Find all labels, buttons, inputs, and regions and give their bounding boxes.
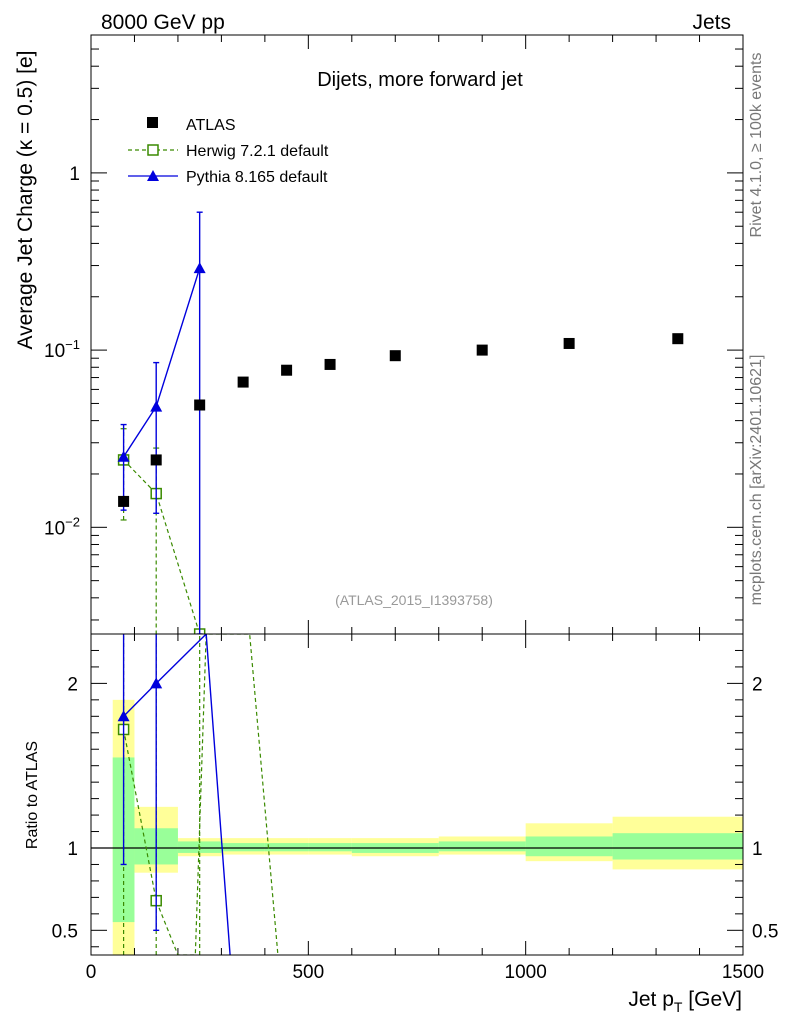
ratio-tick-label-right: 1 [752, 839, 763, 860]
x-tick-label: 0 [86, 962, 97, 983]
ratio-tick-label-right: 2 [752, 674, 763, 695]
pythia-ratio-point [150, 677, 163, 689]
ratio-inner-band [438, 841, 526, 852]
ratio-inner-band [308, 843, 352, 852]
ratio-inner-band [525, 836, 613, 857]
ratio-inner-band [221, 843, 265, 852]
header-observable: Jets [692, 11, 731, 34]
ratio-panel-frame [90, 633, 744, 956]
atlas-point [281, 364, 293, 376]
atlas-point [389, 350, 401, 362]
mcplots-source-label: mcplots.cern.ch [arXiv:2401.10621] [748, 355, 765, 606]
atlas-point [118, 495, 130, 507]
x-tick-label: 500 [292, 962, 324, 983]
pythia-point [150, 400, 163, 412]
atlas-point [324, 358, 336, 370]
atlas-point [237, 376, 249, 388]
x-axis-label: Jet pT [GeV] [628, 988, 742, 1015]
tick-labels: 0 500 1000 1500 10−2 10−1 1 0.5 0.5 1 1 2 2 [44, 164, 778, 983]
legend-marker-pythia [147, 170, 159, 181]
legend-marker-atlas [147, 117, 158, 128]
pythia-ratio-line [123, 634, 231, 955]
atlas-point [194, 399, 206, 411]
legend-marker-herwig [147, 144, 159, 156]
ratio-inner-band [264, 843, 309, 852]
pythia-point [193, 262, 206, 274]
ratio-tick-label: 2 [67, 674, 78, 695]
y-tick-label: 10−1 [44, 337, 80, 362]
atlas-point [563, 337, 575, 349]
legend-label-pythia: Pythia 8.165 default [186, 169, 328, 186]
ratio-panel-series [91, 634, 743, 955]
header-energy: 8000 GeV pp [101, 11, 225, 34]
ratio-tick-label-right: 0.5 [752, 921, 778, 942]
atlas-point [150, 454, 162, 466]
y-tick-label: 10−2 [44, 514, 80, 539]
y-axis-label: Average Jet Charge (κ = 0.5) [e] [14, 50, 37, 349]
ratio-tick-label: 0.5 [52, 921, 78, 942]
ratio-axis-label: Ratio to ATLAS [24, 741, 41, 849]
pythia-ratio-point [117, 710, 130, 722]
x-tick-label: 1500 [722, 962, 764, 983]
legend-label-atlas: ATLAS [186, 117, 236, 134]
ratio-inner-band [612, 833, 743, 860]
main-panel-series [117, 211, 684, 634]
y-tick-label: 1 [69, 164, 80, 185]
herwig-line [123, 459, 201, 634]
analysis-watermark: (ATLAS_2015_I1393758) [335, 592, 493, 608]
pythia-point [117, 450, 130, 462]
legend-label-herwig: Herwig 7.2.1 default [186, 143, 329, 160]
atlas-point [476, 344, 488, 356]
rivet-version-label: Rivet 4.1.0, ≥ 100k events [748, 53, 765, 238]
x-tick-label: 1000 [505, 962, 547, 983]
ratio-tick-label: 1 [67, 839, 78, 860]
atlas-point [672, 333, 684, 345]
herwig-ratio-line [123, 634, 279, 955]
ratio-uncertainty-bands [112, 699, 743, 955]
chart-title: Dijets, more forward jet [317, 69, 523, 91]
legend: ATLAS Herwig 7.2.1 default Pythia 8.165 … [128, 117, 329, 186]
